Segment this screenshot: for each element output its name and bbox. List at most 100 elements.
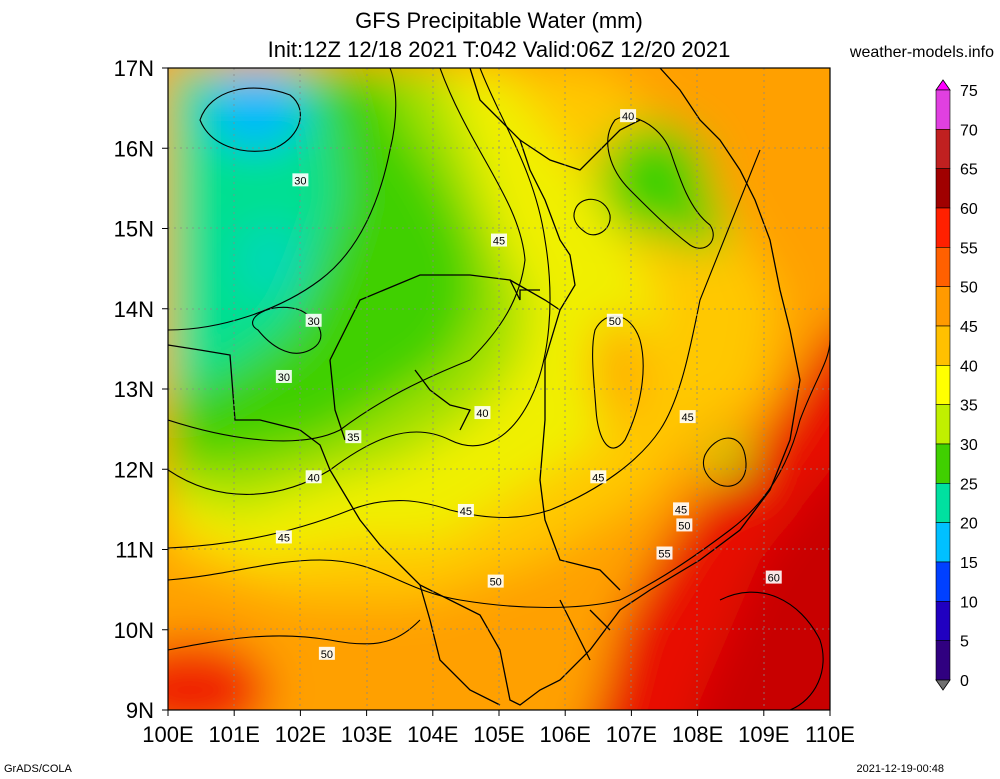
coastlines <box>168 68 801 706</box>
contour-label: 45 <box>457 503 474 518</box>
colorbar-swatch <box>935 561 951 602</box>
svg-text:45: 45 <box>493 236 505 248</box>
contour-label: 45 <box>491 233 507 248</box>
colorbar-swatch <box>935 286 951 327</box>
contour-label: 30 <box>305 313 322 328</box>
contour-label: 45 <box>679 410 696 424</box>
colorbar-label: 65 <box>960 162 978 179</box>
colorbar-label: 35 <box>960 398 978 415</box>
footer-timestamp: 2021-12-19-00:48 <box>856 763 944 775</box>
svg-text:40: 40 <box>476 408 488 420</box>
svg-text:45: 45 <box>682 412 694 424</box>
contour-label: 50 <box>487 574 504 589</box>
colorbar-swatch <box>935 89 951 130</box>
colorbar-swatch <box>935 247 951 287</box>
colorbar-label: 5 <box>960 634 969 651</box>
colorbar-label: 20 <box>960 516 978 533</box>
contour-label: 35 <box>345 430 362 444</box>
lat-label: 16N <box>114 136 154 161</box>
svg-text:45: 45 <box>675 504 687 516</box>
svg-text:45: 45 <box>278 532 290 544</box>
longitude-labels: 100E 101E 102E 103E 104E 105E 106E 107E 108E 109E… <box>142 722 855 747</box>
lat-label: 10N <box>114 618 154 643</box>
contour-lines <box>168 68 830 710</box>
chart-title: GFS Precipitable Water (mm) <box>355 8 643 33</box>
chart-subtitle: Init:12Z 12/18 2021 T:042 Valid:06Z 12/2… <box>267 37 731 62</box>
colorbar-label: 25 <box>960 476 978 493</box>
footer-software: GrADS/COLA <box>4 763 72 775</box>
colorbar-swatch <box>935 640 951 681</box>
contour-label: 50 <box>606 313 623 328</box>
lat-label: 17N <box>114 56 154 81</box>
colorbar-label: 60 <box>960 201 978 218</box>
lon-label: 105E <box>473 722 524 747</box>
contour-label: 50 <box>676 518 693 532</box>
lat-label: 11N <box>115 538 154 563</box>
colorbar-swatch <box>935 325 951 366</box>
colorbar-label: 15 <box>960 555 978 572</box>
contour-label: 55 <box>656 546 673 561</box>
colorbar-label: 10 <box>960 594 978 611</box>
lon-label: 104E <box>407 722 458 747</box>
contour-label: 45 <box>590 470 607 484</box>
colorbar-label: 30 <box>960 437 978 454</box>
colorbar-bottom-arrow <box>935 679 951 691</box>
lat-label: 12N <box>114 457 154 482</box>
svg-text:50: 50 <box>678 520 690 532</box>
contour-label: 60 <box>765 570 782 585</box>
credit-text: weather-models.info <box>849 44 994 61</box>
axis-ticks <box>162 67 831 716</box>
contour-label: 30 <box>292 173 309 187</box>
contour-label: 40 <box>620 109 637 123</box>
colorbar-swatch <box>935 168 951 209</box>
graticule <box>168 68 830 710</box>
colorbar-swatch <box>935 129 951 169</box>
colorbar-label: 55 <box>960 240 978 257</box>
svg-text:50: 50 <box>490 577 502 589</box>
lat-label: 15N <box>114 217 154 242</box>
svg-text:30: 30 <box>294 175 306 187</box>
svg-text:45: 45 <box>460 506 472 518</box>
svg-text:30: 30 <box>308 316 320 328</box>
colorbar-swatch <box>935 365 951 405</box>
colorbar-swatch <box>935 404 951 445</box>
colorbar-label: 50 <box>960 280 978 297</box>
colorbar-label: 75 <box>960 83 978 100</box>
colorbar-label: 70 <box>960 122 978 139</box>
svg-text:40: 40 <box>622 111 634 123</box>
lon-label: 100E <box>142 722 193 747</box>
colorbar-swatch <box>935 483 951 523</box>
lon-label: 106E <box>540 722 591 747</box>
svg-text:50: 50 <box>321 649 333 661</box>
colorbar-swatch <box>935 601 951 641</box>
contour-label: 45 <box>275 530 292 544</box>
colorbar-swatch <box>935 443 951 484</box>
contour-label: 50 <box>318 646 335 661</box>
lat-label: 13N <box>114 377 154 402</box>
svg-text:50: 50 <box>609 316 621 328</box>
svg-text:40: 40 <box>308 472 320 484</box>
contour-label: 40 <box>305 470 322 484</box>
colorbar-label: 40 <box>960 358 978 375</box>
colorbar-swatch <box>935 522 951 563</box>
lon-label: 108E <box>672 722 723 747</box>
lon-label: 102E <box>275 722 326 747</box>
contour-label: 40 <box>474 406 491 420</box>
latitude-labels: 17N 16N 15N 14N 13N 12N 11N 10N 9N <box>114 56 154 723</box>
contour-label: 45 <box>673 502 690 516</box>
contour-labels: 30 30 30 35 40 40 40 45 45 45 45 45 45 50 50 50 50 55 60 <box>275 109 782 661</box>
lon-label: 110E <box>805 722 855 747</box>
lon-label: 101E <box>209 722 260 747</box>
lon-label: 103E <box>341 722 392 747</box>
colorbar-label: 45 <box>960 319 978 336</box>
svg-text:30: 30 <box>278 372 290 384</box>
lon-label: 109E <box>738 722 789 747</box>
svg-text:60: 60 <box>768 573 780 585</box>
svg-text:55: 55 <box>658 549 670 561</box>
svg-text:45: 45 <box>592 472 604 484</box>
svg-text:35: 35 <box>347 432 359 444</box>
colorbar-label: 0 <box>960 673 969 690</box>
lat-label: 9N <box>126 698 154 723</box>
